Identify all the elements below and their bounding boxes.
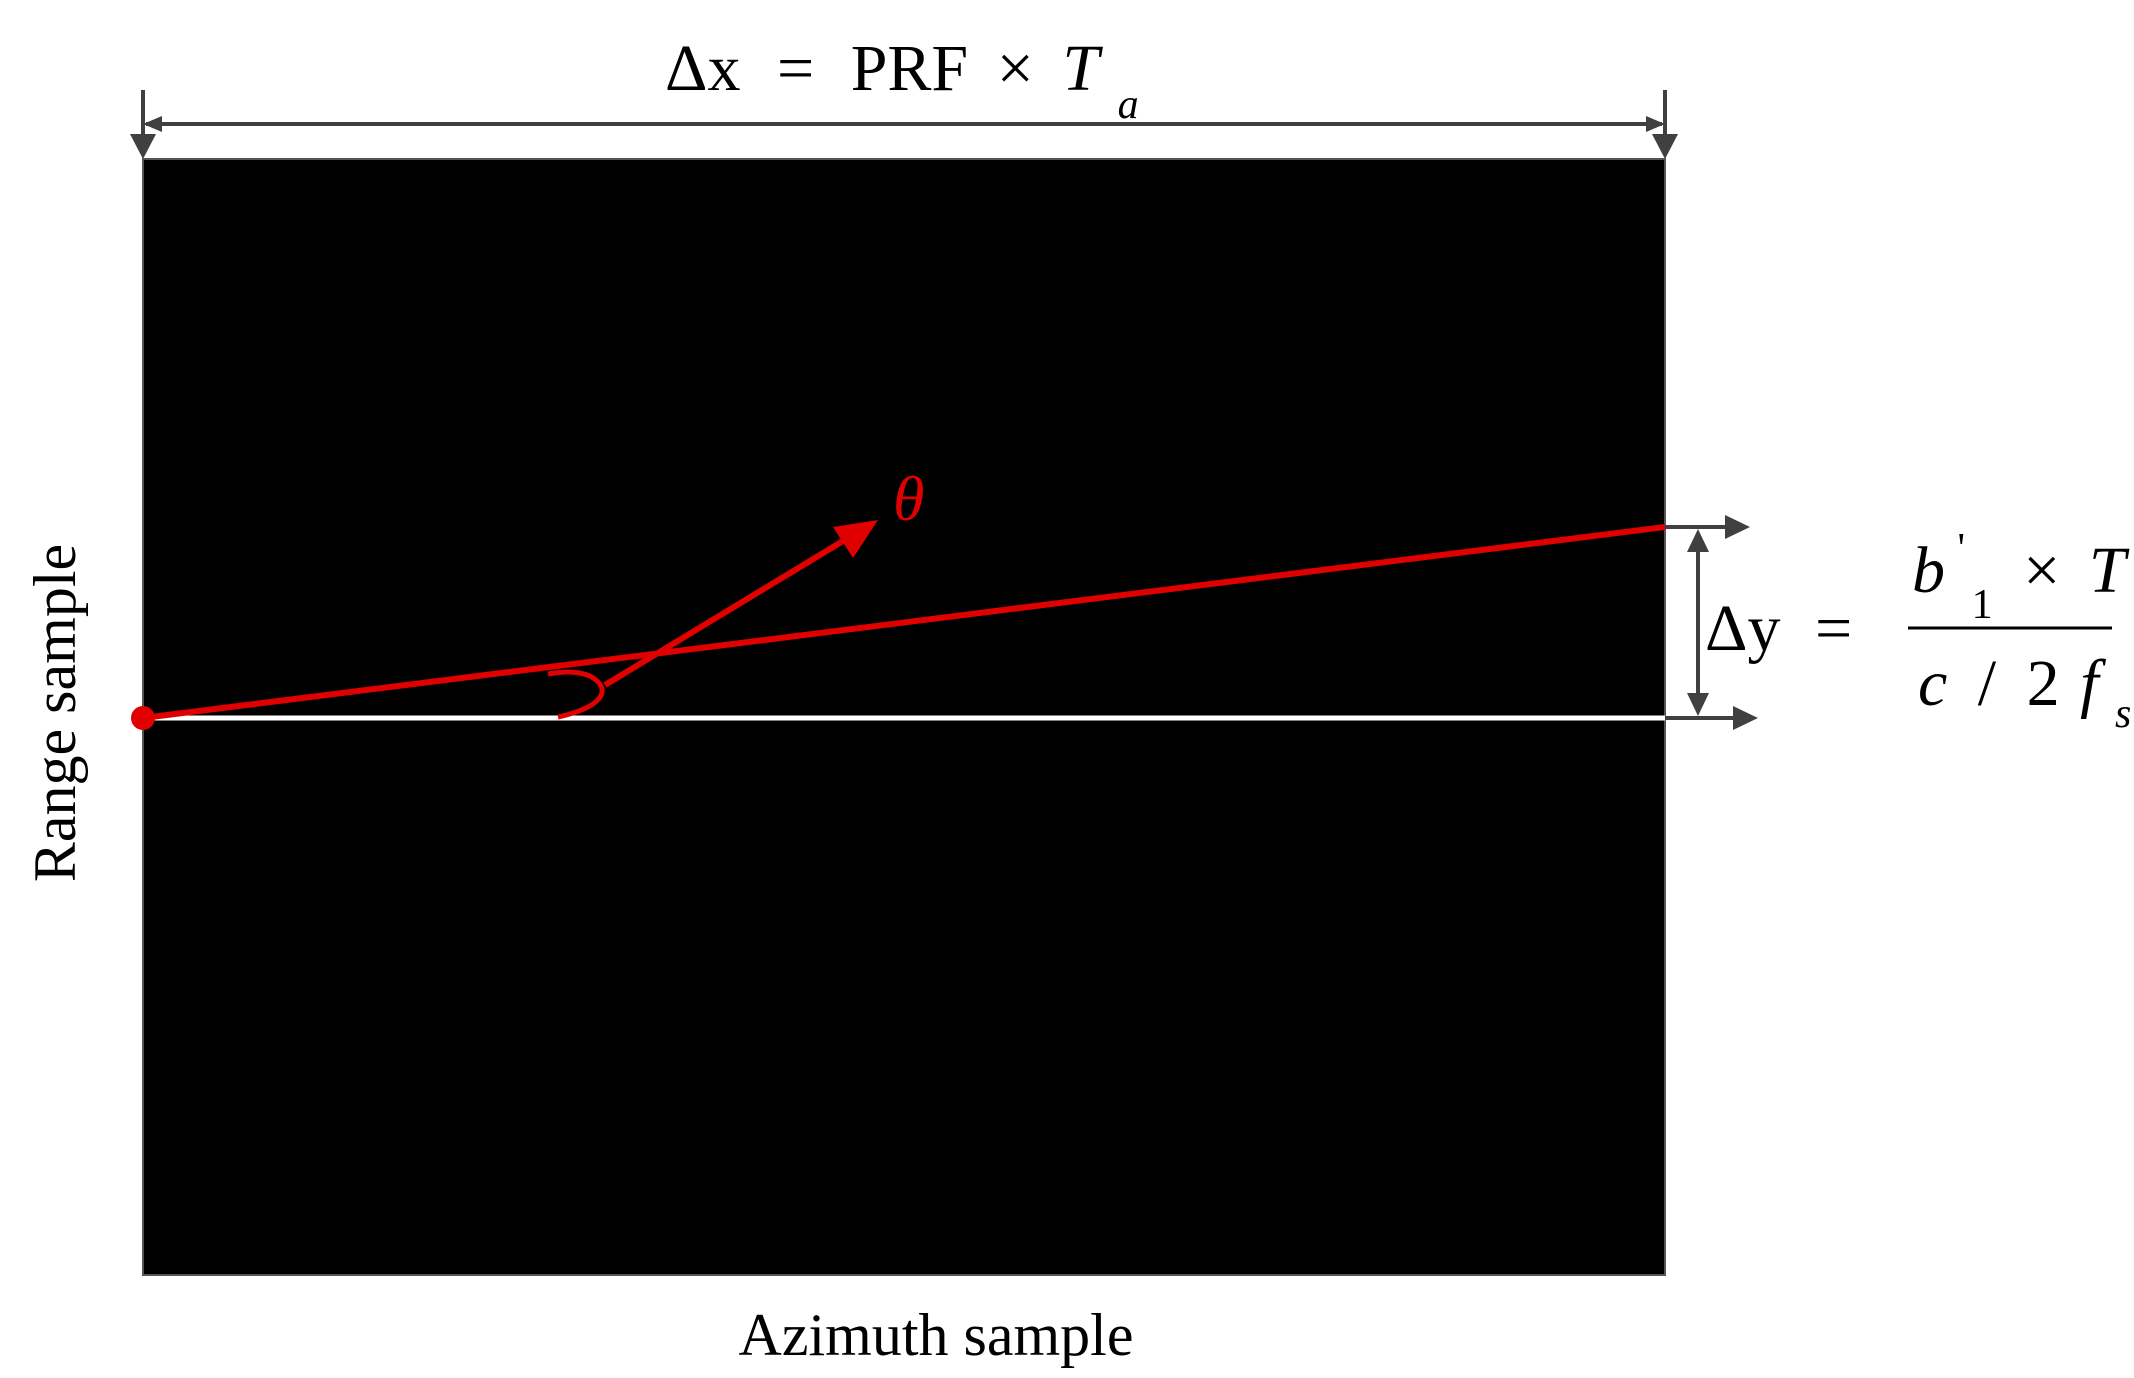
dy-num-times: × [2023,534,2060,607]
dx-tick-left-arrow [130,134,156,159]
x-axis-label: Azimuth sample [739,1302,1134,1368]
dx-formula-sub: a [1118,82,1139,128]
dy-num-var: b [1912,534,1945,607]
dy-den-slash: / [1978,647,1997,720]
angle-label: θ [893,463,924,534]
dy-arrow-bottom [1687,693,1709,716]
dx-tick-right-arrow [1652,134,1678,159]
dy-formula-numerator: b ' 1 × T a [1912,504,2134,633]
dx-formula-eq: = [777,32,814,105]
dx-arrow-left [143,116,162,132]
dy-num-sub: 1 [1972,582,1993,628]
dy-arrow-top [1687,529,1709,552]
dy-formula-lhs-group: Δy = [1705,592,1852,665]
dy-upper-guide-arrow [1725,515,1750,539]
dy-formula-lhs: Δy [1705,592,1780,665]
dx-formula-prf: PRF [851,32,968,105]
dy-den-two: 2 [2027,647,2060,720]
dy-formula-eq: = [1815,592,1852,665]
dx-formula-times: × [997,32,1034,105]
direction-arrow [603,535,850,688]
dy-num-var2: T [2089,534,2130,607]
origin-point [131,706,155,730]
tilted-line [142,524,1666,721]
dy-den-f: f [2080,647,2106,720]
dy-den-sub: s [2115,691,2131,737]
dy-den-c: c [1918,647,1947,720]
dx-formula: Δx = PRF × T a [665,32,1139,128]
dy-formula-denominator: c / 2 f s [1918,647,2131,737]
dy-num-prime: ' [1958,526,1966,572]
dx-arrow-right [1646,116,1665,132]
angle-arc [547,669,605,720]
dx-formula-lhs: Δx [665,32,740,105]
dy-lower-guide-arrow [1733,706,1758,730]
y-axis-label: Range sample [22,544,88,882]
direction-arrow-head [833,520,878,558]
dx-formula-var: T [1062,32,1103,105]
